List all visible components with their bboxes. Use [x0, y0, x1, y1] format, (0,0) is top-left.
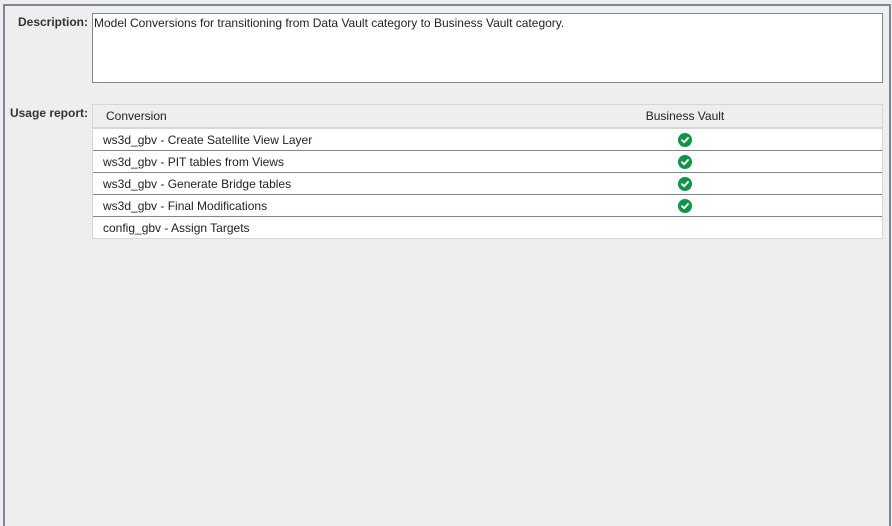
check-circle-icon — [678, 198, 692, 213]
conversion-cell: ws3d_gbv - Create Satellite View Layer — [103, 132, 313, 147]
column-header-conversion[interactable]: Conversion — [106, 109, 167, 123]
conversion-cell: config_gbv - Assign Targets — [103, 220, 250, 235]
business-vault-cell — [488, 198, 882, 213]
table-row[interactable]: ws3d_gbv - Final Modifications — [93, 195, 882, 217]
description-field[interactable]: Model Conversions for transitioning from… — [92, 13, 883, 83]
panel-frame — [3, 4, 891, 526]
table-row[interactable]: ws3d_gbv - PIT tables from Views — [93, 151, 882, 173]
conversion-cell: ws3d_gbv - PIT tables from Views — [103, 154, 284, 169]
business-vault-cell — [488, 176, 882, 191]
table-row[interactable]: config_gbv - Assign Targets — [93, 217, 882, 238]
business-vault-cell — [488, 154, 882, 169]
conversion-cell: ws3d_gbv - Final Modifications — [103, 198, 268, 213]
usage-report-table: Conversion Business Vault ws3d_gbv - Cre… — [92, 104, 883, 239]
table-header: Conversion Business Vault — [93, 105, 882, 129]
column-header-business-vault[interactable]: Business Vault — [645, 109, 725, 123]
conversion-cell: ws3d_gbv - Generate Bridge tables — [103, 176, 292, 191]
check-circle-icon — [678, 132, 692, 147]
check-circle-icon — [678, 176, 692, 191]
usage-report-label: Usage report: — [9, 106, 88, 120]
table-row[interactable]: ws3d_gbv - Generate Bridge tables — [93, 173, 882, 195]
table-row[interactable]: ws3d_gbv - Create Satellite View Layer — [93, 129, 882, 151]
business-vault-cell — [488, 132, 882, 147]
check-circle-icon — [678, 154, 692, 169]
description-label: Description: — [17, 15, 88, 29]
